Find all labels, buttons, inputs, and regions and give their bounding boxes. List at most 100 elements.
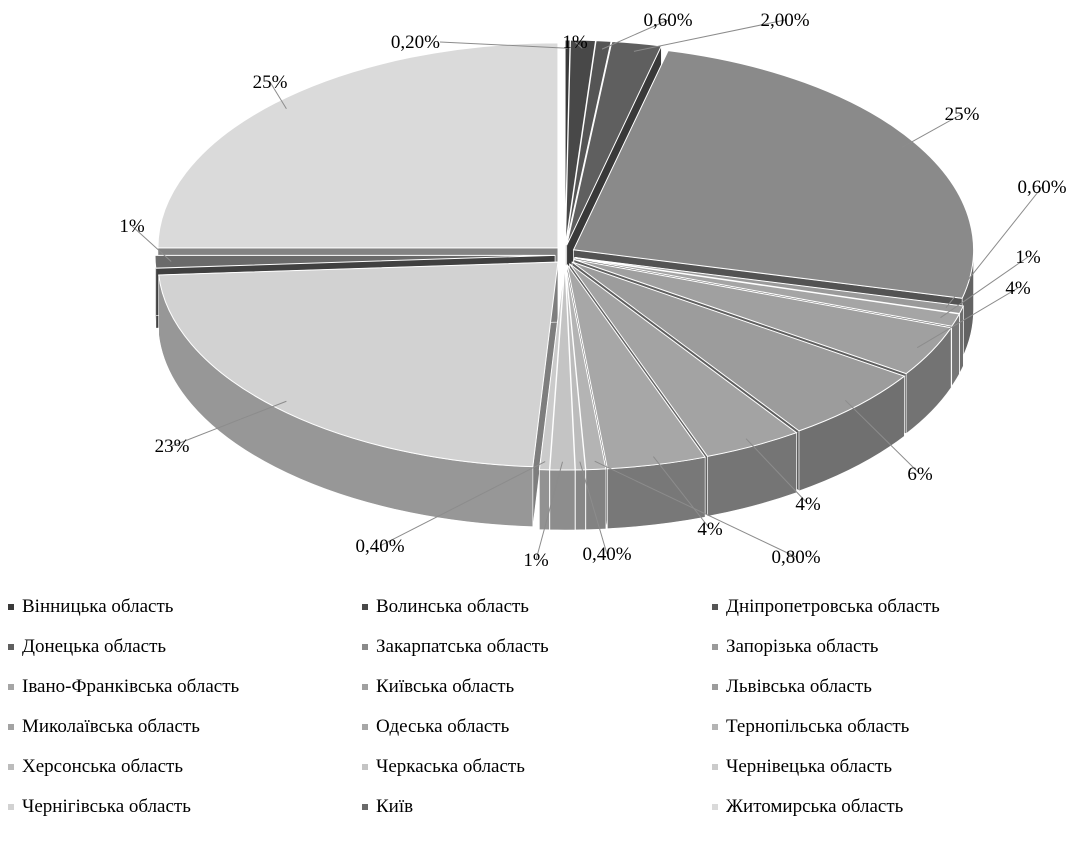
legend-item: Івано-Франківська область [8, 674, 239, 700]
legend-swatch [362, 684, 368, 690]
legend-swatch [362, 764, 368, 770]
legend-swatch [712, 684, 718, 690]
legend-item: Житомирська область [712, 794, 903, 820]
legend-label: Миколаївська область [22, 716, 200, 737]
pie-slice [154, 254, 556, 269]
legend-label: Чернігівська область [22, 796, 191, 817]
leader-line [171, 400, 287, 447]
data-label: 0,40% [355, 536, 404, 557]
legend-swatch [712, 644, 718, 650]
legend-label: Херсонська область [22, 756, 183, 777]
data-label: 25% [253, 72, 288, 93]
legend-swatch [8, 804, 14, 810]
legend-item: Київська область [362, 674, 514, 700]
data-label: 4% [697, 519, 723, 540]
pie-slice [158, 261, 559, 468]
data-label: 2,00% [760, 10, 809, 31]
legend-swatch [712, 604, 718, 610]
leader-line [916, 287, 1019, 349]
data-label: 6% [907, 464, 933, 485]
data-label: 0,20% [391, 32, 440, 53]
pie-slice [566, 264, 706, 470]
data-label: 1% [119, 216, 145, 237]
chart-legend: Вінницька область Волинська область Дніпро… [0, 590, 1084, 841]
legend-item: Миколаївська область [8, 714, 200, 740]
legend-label: Черкаська область [376, 756, 525, 777]
data-label: 1% [523, 550, 549, 571]
leader-line [269, 81, 287, 110]
leader-line [633, 19, 786, 52]
legend-swatch [362, 724, 368, 730]
pie-slice-rim [549, 469, 576, 531]
pie-slice [574, 257, 961, 327]
pie-label-layer: 0,20% 1% 0,60% 2,00% 25% 0,60% 1% 4% 6% 4% 4% 0,80%… [119, 10, 1066, 571]
legend-label: Львівська область [726, 676, 872, 697]
legend-swatch [8, 604, 14, 610]
leader-line [535, 461, 564, 561]
leader-line [940, 256, 1029, 319]
data-label: 0,60% [643, 10, 692, 31]
leader-line [579, 461, 608, 555]
legend-item: Чернігівська область [8, 794, 191, 820]
data-label: 0,40% [582, 544, 631, 565]
leader-line [594, 460, 797, 558]
legend-item: Херсонська область [8, 754, 183, 780]
pie-slice [574, 257, 965, 315]
pie-slice [572, 50, 975, 299]
legend-swatch [712, 804, 718, 810]
legend-item: Львівська область [712, 674, 872, 700]
leader-line [379, 461, 546, 547]
legend-swatch [712, 764, 718, 770]
pie-slice-rim [585, 468, 607, 531]
legend-swatch [8, 684, 14, 690]
legend-item: Закарпатська область [362, 634, 549, 660]
pie-slice [571, 261, 906, 432]
pie-top-layer [154, 39, 975, 471]
legend-item: Дніпропетровська область [712, 594, 940, 620]
pie-slice [564, 39, 597, 246]
legend-label: Волинська область [376, 596, 529, 617]
data-label: 0,80% [771, 547, 820, 568]
legend-swatch [362, 604, 368, 610]
legend-label: Закарпатська область [376, 636, 549, 657]
legend-label: Донецька область [22, 636, 167, 657]
pie-slice-rim [539, 469, 550, 531]
leader-line [901, 113, 963, 148]
legend-swatch [362, 804, 368, 810]
leader-line [745, 438, 809, 505]
legend-label: Тернопільська область [726, 716, 910, 737]
leader-line [652, 456, 711, 530]
leader-line [131, 225, 172, 262]
pie-slice [549, 264, 576, 471]
legend-swatch [712, 724, 718, 730]
leader-line [844, 399, 921, 475]
legend-item: Запорізька область [712, 634, 878, 660]
legend-swatch [362, 644, 368, 650]
legend-item: Волинська область [362, 594, 529, 620]
legend-item: Тернопільська область [712, 714, 909, 740]
leader-line [945, 186, 1043, 308]
pie-slice-rim [959, 305, 964, 375]
leader-line [601, 19, 669, 50]
legend-label: Житомирська область [726, 796, 904, 817]
data-label: 1% [1015, 247, 1041, 268]
legend-label: Київська область [376, 676, 515, 697]
legend-label: Вінницька область [22, 596, 174, 617]
legend-swatch [8, 764, 14, 770]
data-label: 4% [795, 494, 821, 515]
data-label: 0,60% [1017, 177, 1066, 198]
legend-item: Одеська область [362, 714, 509, 740]
data-label: 23% [155, 436, 190, 457]
legend-label: Чернівецька область [726, 756, 892, 777]
legend-item: Київ [362, 794, 413, 820]
leader-line [574, 41, 583, 49]
legend-item: Донецька область [8, 634, 166, 660]
legend-label: Івано-Франківська область [22, 676, 240, 697]
legend-item: Вінницька область [8, 594, 173, 620]
legend-item: Черкаська область [362, 754, 525, 780]
data-label: 4% [1005, 278, 1031, 299]
legend-label: Запорізька область [726, 636, 879, 657]
pie-slice-rim [575, 469, 586, 531]
data-label: 25% [945, 104, 980, 125]
pie-chart: 0,20% 1% 0,60% 2,00% 25% 0,60% 1% 4% 6% 4% 4% 0,80%… [119, 10, 1066, 571]
